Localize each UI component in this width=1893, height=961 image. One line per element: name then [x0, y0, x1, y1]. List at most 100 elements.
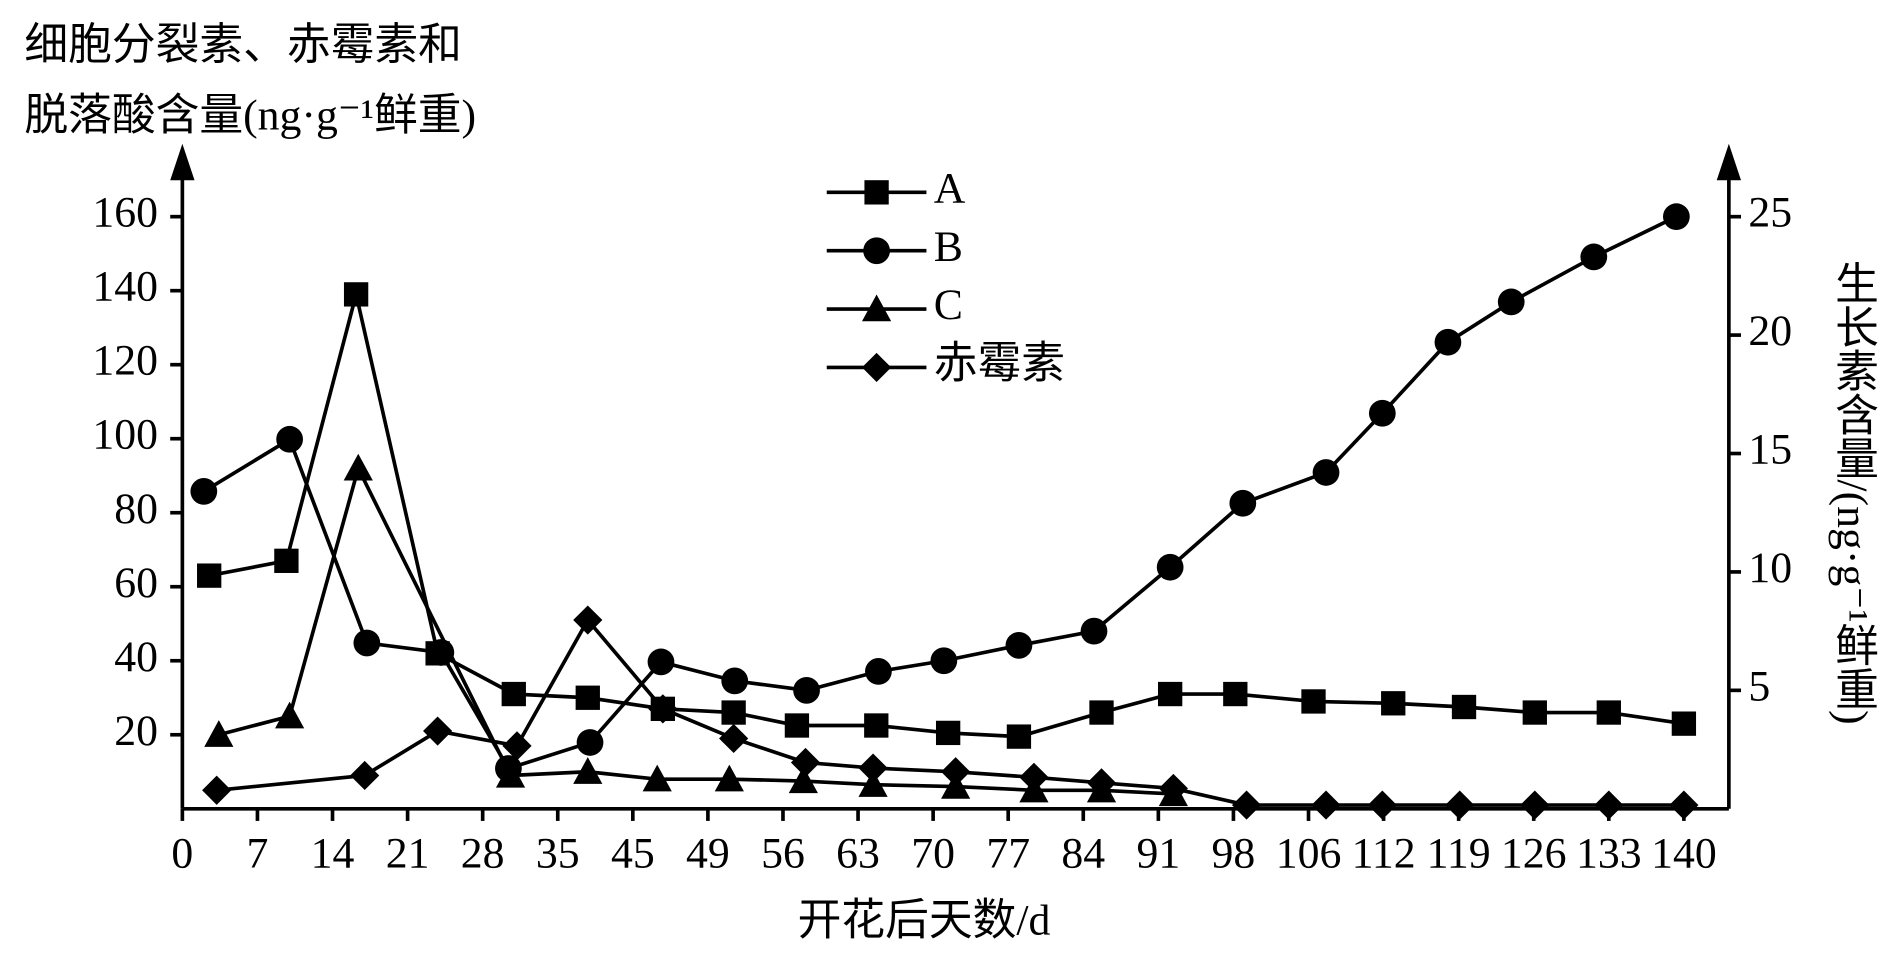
marker: [1368, 399, 1396, 427]
x-tick-label: 70: [911, 829, 955, 877]
marker: [1451, 694, 1477, 720]
marker: [423, 716, 453, 746]
marker: [1080, 617, 1108, 645]
marker: [204, 720, 234, 747]
y-tick-label: 80: [114, 485, 158, 533]
marker: [719, 723, 749, 754]
marker: [1158, 773, 1188, 804]
marker: [501, 681, 526, 707]
marker: [793, 676, 820, 704]
x-tick-label: 91: [1136, 829, 1180, 877]
x-tick-label: 56: [761, 829, 805, 877]
y-tick-label: 40: [114, 633, 158, 681]
marker: [1086, 768, 1117, 798]
x-tick-label: 133: [1576, 829, 1642, 877]
y-tick-label: 60: [114, 559, 158, 607]
marker: [575, 685, 600, 710]
marker: [714, 764, 744, 792]
marker: [353, 629, 381, 657]
x-tick-label: 28: [461, 829, 505, 877]
marker: [1445, 790, 1475, 820]
marker: [1006, 724, 1032, 749]
marker: [350, 760, 380, 791]
legend-marker: [862, 294, 892, 322]
marker: [1596, 700, 1621, 725]
marker: [1312, 459, 1340, 486]
marker: [864, 713, 889, 738]
x-tick-label: 84: [1061, 829, 1105, 877]
marker: [1157, 681, 1183, 707]
marker: [276, 425, 303, 453]
x-tick-label: 7: [247, 829, 269, 877]
x-axis-label: 开花后天数/d: [798, 896, 1051, 944]
legend-label: C: [934, 281, 963, 329]
y2-tick-label: 20: [1748, 307, 1792, 355]
marker: [275, 701, 305, 729]
y-tick-label: 20: [114, 707, 158, 755]
marker: [858, 753, 888, 783]
y2-tick-label: 15: [1748, 426, 1792, 474]
marker: [1669, 790, 1699, 820]
marker: [721, 700, 746, 725]
marker: [865, 658, 892, 685]
x-tick-label: 112: [1352, 829, 1416, 877]
marker: [573, 605, 603, 635]
marker: [1019, 762, 1049, 792]
marker: [274, 548, 299, 573]
y-axis-label: 脱落酸含量(ng·g⁻¹鲜重): [24, 91, 476, 139]
marker: [576, 729, 604, 756]
marker: [343, 453, 373, 481]
legend-marker: [862, 352, 892, 383]
marker: [1229, 489, 1257, 517]
y-tick-label: 100: [92, 411, 158, 459]
x-tick-label: 63: [836, 829, 880, 877]
x-tick-label: 35: [536, 829, 580, 877]
legend-label: A: [934, 164, 966, 212]
y2-tick-label: 25: [1748, 189, 1792, 237]
marker: [1301, 689, 1326, 714]
x-tick-label: 140: [1651, 829, 1717, 877]
marker: [495, 760, 526, 788]
marker: [721, 667, 749, 695]
marker: [1367, 790, 1397, 820]
marker: [647, 648, 675, 676]
marker: [1156, 553, 1184, 581]
marker: [1497, 288, 1525, 316]
marker: [1594, 790, 1624, 820]
y-tick-label: 140: [92, 263, 158, 311]
y-axis-label: 细胞分裂素、赤霉素和: [24, 21, 462, 69]
y2-axis-label: 生长素含量/(ng·g⁻¹鲜重): [1828, 261, 1878, 725]
legend-marker: [863, 237, 890, 265]
x-tick-label: 77: [986, 829, 1030, 877]
marker: [1663, 203, 1690, 231]
x-tick-label: 21: [386, 829, 430, 877]
marker: [343, 282, 369, 307]
marker: [1522, 700, 1547, 725]
x-tick-label: 106: [1276, 829, 1342, 877]
y2-tick-label: 5: [1748, 662, 1770, 710]
marker: [573, 757, 603, 784]
marker: [202, 775, 232, 805]
x-tick-label: 49: [686, 829, 730, 877]
y2-tick-label: 10: [1748, 544, 1792, 592]
marker: [1520, 790, 1550, 820]
legend-marker: [864, 180, 889, 205]
marker: [930, 647, 958, 675]
marker: [642, 764, 672, 792]
marker: [1089, 700, 1114, 725]
x-tick-label: 119: [1427, 829, 1491, 877]
marker: [858, 770, 888, 797]
marker: [1231, 790, 1262, 820]
marker: [790, 747, 821, 778]
marker: [1434, 328, 1462, 356]
marker: [1671, 711, 1697, 736]
axes: [180, 155, 1731, 811]
x-tick-label: 45: [611, 829, 655, 877]
marker: [197, 563, 222, 588]
legend-label: B: [934, 223, 963, 271]
marker: [935, 720, 961, 746]
marker: [1311, 790, 1341, 820]
y-tick-label: 120: [92, 337, 158, 385]
marker: [1381, 691, 1406, 716]
